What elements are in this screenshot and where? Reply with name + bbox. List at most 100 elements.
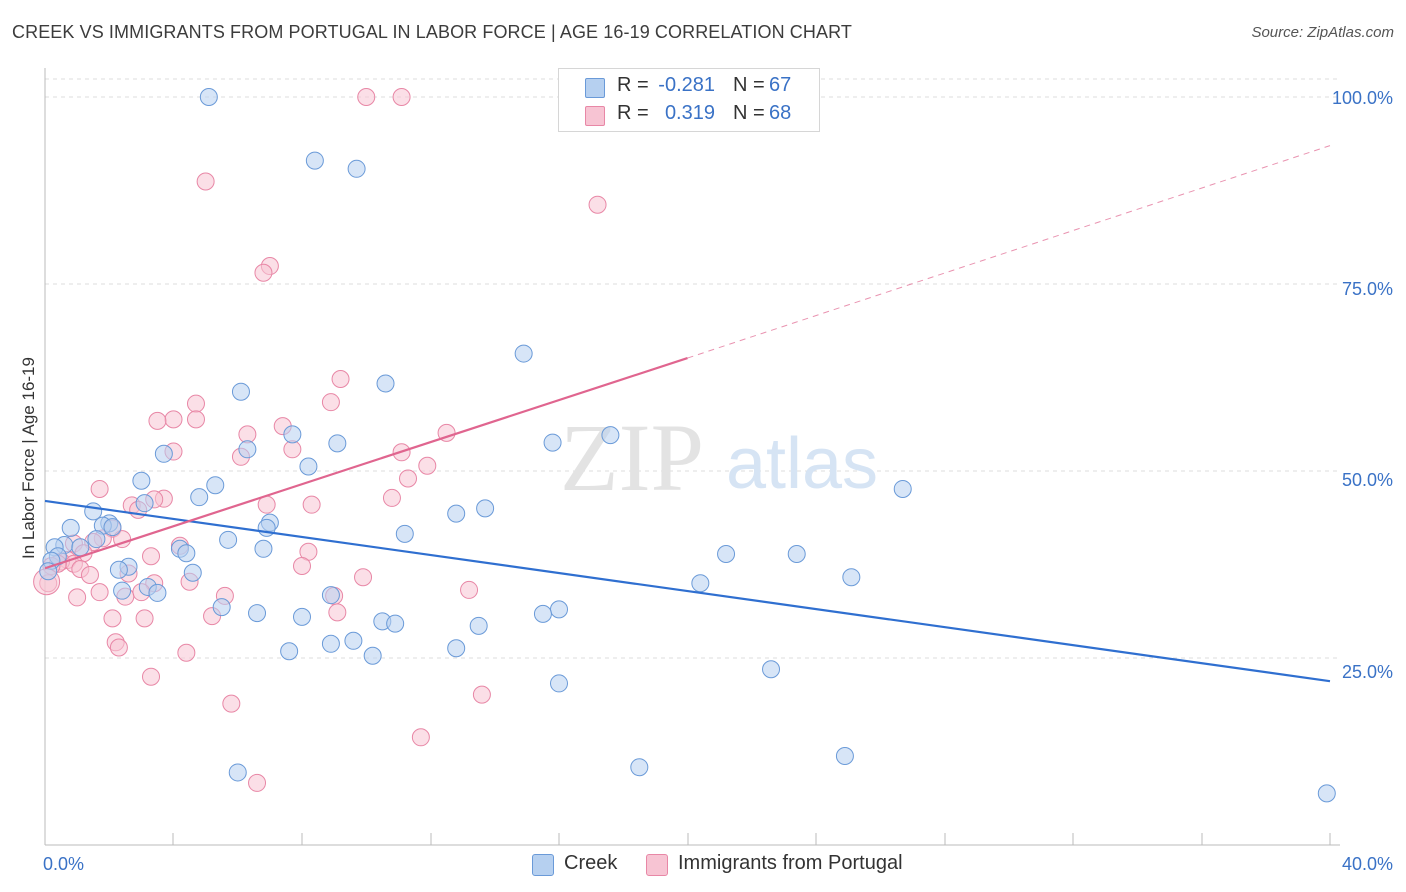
data-point-portugal	[186, 410, 205, 429]
data-point-creek	[1317, 784, 1336, 803]
data-point-portugal	[222, 694, 241, 713]
gridlines	[45, 78, 1340, 659]
data-point-portugal	[90, 479, 109, 498]
data-point-creek	[601, 426, 620, 445]
legend-r-label: R =	[617, 74, 649, 96]
data-point-creek	[238, 440, 257, 459]
trendline-portugal-extension	[687, 145, 1331, 359]
data-point-portugal	[254, 263, 273, 282]
data-point-creek	[71, 538, 90, 557]
legend-swatch-creek	[585, 78, 605, 98]
data-point-portugal	[437, 423, 456, 442]
data-point-portugal	[90, 583, 109, 602]
data-point-portugal	[135, 609, 154, 628]
data-point-portugal	[196, 172, 215, 191]
data-point-creek	[447, 504, 466, 523]
watermark-zip: ZIP	[560, 404, 704, 511]
series-creek-points	[39, 88, 1336, 803]
data-point-creek	[283, 425, 302, 444]
data-point-creek	[231, 382, 250, 401]
watermark: ZIP atlas	[560, 404, 878, 511]
data-point-creek	[447, 639, 466, 658]
data-point-portugal	[331, 369, 350, 388]
data-point-creek	[103, 518, 122, 537]
y-axis-label: In Labor Force | Age 16-19	[19, 357, 38, 559]
data-point-portugal	[418, 456, 437, 475]
trendline-portugal	[44, 357, 688, 570]
data-point-portugal	[177, 643, 196, 662]
data-point-portugal	[399, 469, 418, 488]
data-point-creek	[61, 518, 80, 537]
data-point-portugal	[357, 88, 376, 106]
data-point-creek	[386, 614, 405, 633]
data-point-portugal	[411, 728, 430, 747]
data-point-creek	[550, 674, 568, 693]
data-point-portugal	[588, 195, 607, 214]
data-point-portugal	[293, 556, 311, 575]
data-point-portugal	[186, 394, 205, 413]
x-tick-label-start: 0.0%	[43, 854, 84, 874]
data-point-portugal	[238, 425, 257, 444]
axes	[44, 68, 1340, 846]
data-point-creek	[39, 562, 58, 581]
data-point-creek	[321, 634, 340, 653]
y-tick-label: 50.0%	[1342, 470, 1393, 490]
data-point-creek	[148, 583, 167, 602]
data-point-creek	[514, 344, 533, 363]
legend: R = -0.281 N = 67 R = 0.319 N = 68	[558, 68, 820, 132]
data-point-creek	[248, 604, 267, 623]
bottom-legend-label-creek: Creek	[564, 852, 618, 874]
trendline-creek	[44, 499, 1331, 683]
data-point-portugal	[103, 609, 122, 628]
data-point-creek	[87, 530, 106, 549]
data-point-creek	[543, 433, 562, 452]
source-label: Source: ZipAtlas.com	[1251, 24, 1394, 41]
data-point-portugal	[283, 440, 302, 459]
data-point-portugal	[109, 638, 128, 657]
data-point-creek	[299, 457, 318, 476]
data-point-creek	[344, 631, 363, 650]
series-portugal-points	[33, 88, 607, 792]
data-point-creek	[183, 563, 202, 582]
data-point-creek	[787, 545, 806, 564]
data-point-creek	[132, 471, 151, 490]
data-point-creek	[376, 374, 395, 393]
data-point-creek	[717, 545, 736, 564]
data-point-creek	[228, 763, 247, 782]
legend-swatch-portugal	[585, 106, 605, 126]
legend-r-label: R =	[617, 102, 649, 124]
data-point-creek	[835, 746, 854, 765]
data-point-portugal	[302, 495, 321, 514]
data-point-portugal	[142, 547, 161, 566]
data-point-portugal	[80, 565, 99, 584]
data-point-creek	[893, 479, 912, 498]
data-point-creek	[842, 568, 861, 587]
legend-row-portugal: R = 0.319 N = 68	[559, 100, 819, 128]
data-point-portugal	[328, 603, 347, 622]
data-point-creek	[321, 586, 340, 605]
watermark-atlas: atlas	[726, 424, 878, 504]
x-tick-label-end: 40.0%	[1342, 854, 1393, 874]
chart-title: CREEK VS IMMIGRANTS FROM PORTUGAL IN LAB…	[12, 22, 852, 42]
data-point-creek	[154, 444, 173, 463]
y-tick-label: 25.0%	[1342, 662, 1393, 682]
data-point-creek	[476, 499, 495, 518]
trend-lines	[44, 145, 1331, 683]
legend-row-creek: R = -0.281 N = 67	[559, 72, 819, 100]
y-tick-label: 100.0%	[1332, 88, 1393, 108]
data-point-creek	[109, 560, 128, 579]
data-point-creek	[347, 159, 366, 178]
bottom-legend-swatch-creek	[532, 854, 554, 876]
data-point-portugal	[460, 580, 479, 599]
data-point-creek	[762, 660, 781, 679]
legend-n-label: N =	[733, 102, 765, 124]
data-point-creek	[254, 539, 273, 558]
data-point-portugal	[382, 488, 401, 507]
data-point-portugal	[321, 393, 340, 412]
data-point-portugal	[142, 667, 161, 686]
legend-n-label: N =	[733, 74, 765, 96]
data-point-creek	[395, 524, 414, 543]
data-point-creek	[212, 598, 231, 617]
data-point-creek	[550, 600, 568, 619]
legend-r-value: 0.319	[664, 102, 715, 124]
